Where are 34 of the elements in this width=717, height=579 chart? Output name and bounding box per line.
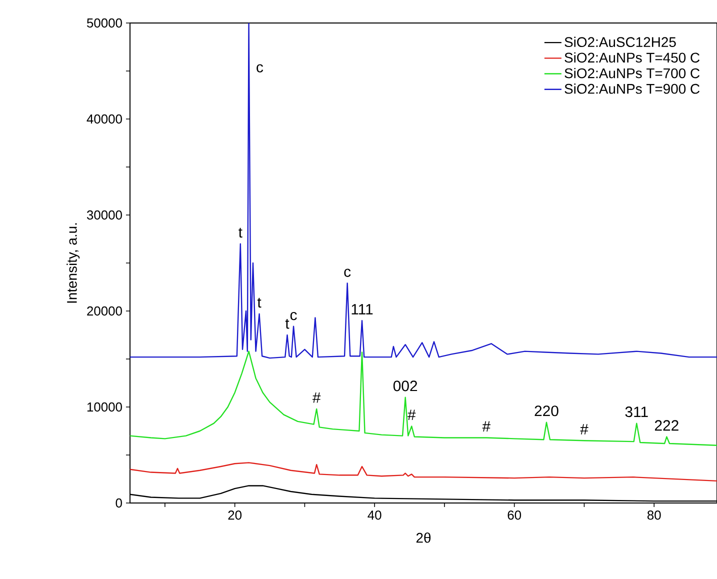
annotation: #: [482, 421, 490, 432]
annotation: t: [238, 228, 242, 238]
legend-label: SiO2:AuNPs T=900 C: [564, 84, 700, 94]
annotation: #: [408, 410, 416, 420]
annotation: c: [290, 312, 297, 320]
annotation: 311: [625, 406, 648, 418]
line-series: [130, 23, 717, 359]
annotation: t: [285, 319, 290, 329]
x-tick-label: 40: [368, 510, 382, 520]
y-tick-label: 40000: [86, 114, 122, 124]
y-tick-label: 0: [116, 498, 122, 508]
annotation: 220: [534, 406, 558, 416]
y-tick-label: 50000: [86, 18, 122, 28]
y-tick-label: 20000: [87, 306, 122, 316]
annotation: 222: [654, 420, 678, 431]
annotation: c: [344, 268, 351, 277]
y-tick-label: 10000: [87, 402, 122, 412]
line-series: [130, 350, 717, 446]
x-tick-label: 80: [647, 510, 661, 520]
y-axis-title: Intensity, a.u.: [66, 223, 80, 303]
x-tick-label: 20: [228, 510, 242, 520]
legend-label: SiO2:AuSC12H25: [564, 36, 676, 48]
line-series: [130, 462, 717, 482]
legend-label: SiO2:AuNPs T=700 C: [564, 68, 700, 78]
y-tick-label: 30000: [86, 210, 122, 220]
x-axis-title: 2θ: [416, 532, 431, 543]
annotation: #: [580, 424, 588, 434]
annotation: 111: [352, 304, 373, 314]
annotation: c: [256, 64, 264, 72]
annotation: #: [312, 392, 321, 403]
annotation: t: [257, 298, 262, 308]
x-tick-label: 60: [508, 510, 522, 520]
annotation: 002: [393, 380, 418, 392]
legend-label: SiO2:AuNPs T=450 C: [564, 52, 700, 63]
